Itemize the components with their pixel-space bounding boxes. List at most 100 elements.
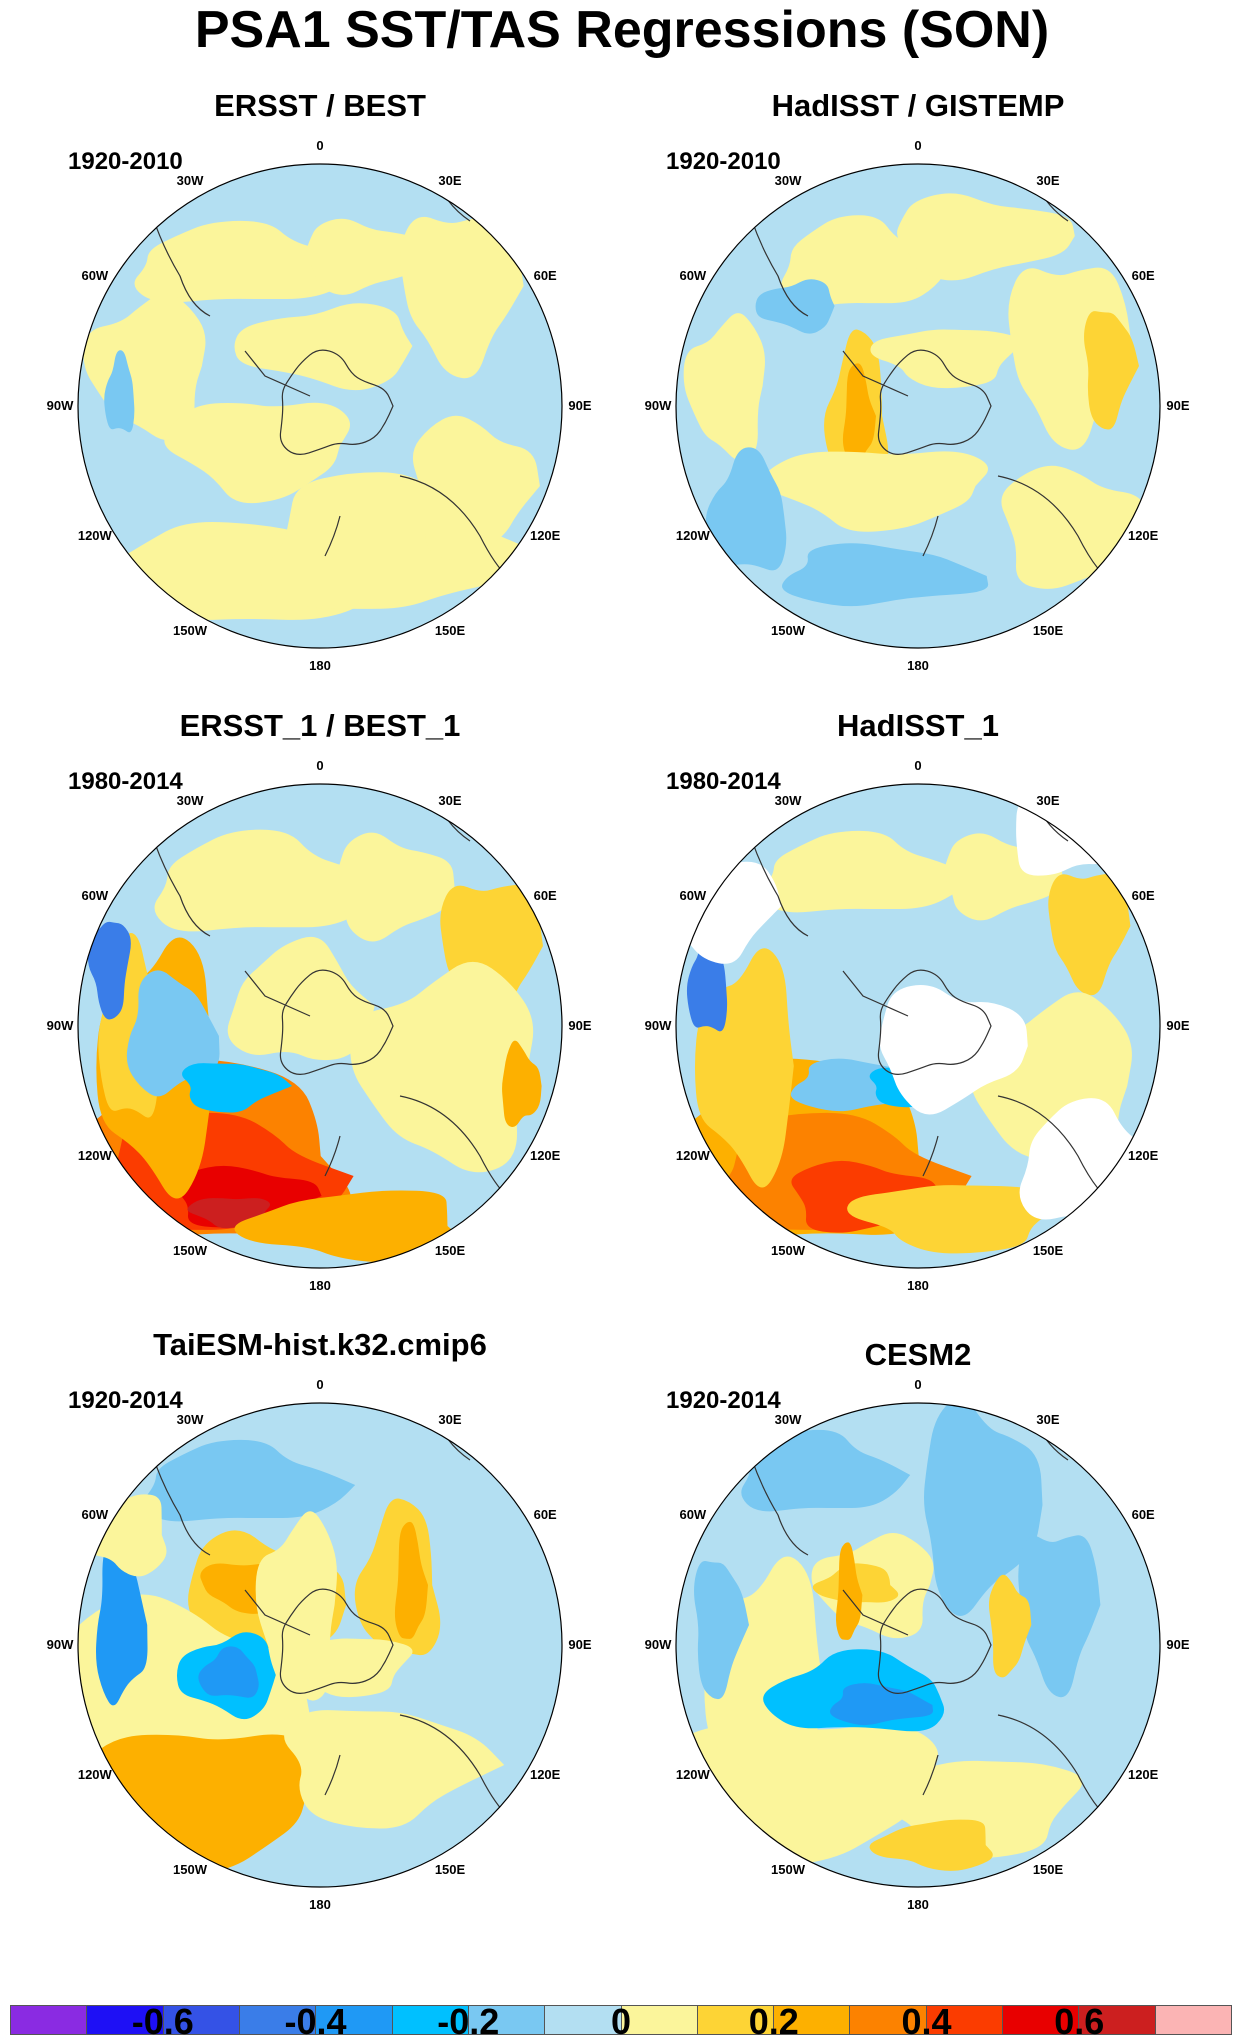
colorbar-swatch: [621, 2006, 698, 2034]
coastline: [842, 970, 909, 1017]
longitude-label: 150W: [771, 1862, 805, 1878]
colorbar-swatch: [1079, 2006, 1156, 2034]
contour-region: [897, 193, 1075, 281]
coastline: [244, 350, 311, 397]
contour-region: [305, 218, 425, 295]
longitude-label: 120W: [675, 1767, 710, 1782]
contour-region: [78, 1734, 321, 1875]
contour-region: [182, 1063, 293, 1113]
colorbar-tick-label: -0.6: [131, 2001, 194, 2042]
contour-region: [394, 1521, 428, 1639]
coastline: [279, 969, 394, 1075]
contour-region: [782, 543, 989, 607]
panel-title: TaiESM-hist.k32.cmip6: [153, 1327, 487, 1362]
coastline: [922, 1135, 939, 1177]
contour-region: [835, 1542, 863, 1640]
contour-region: [741, 1429, 911, 1512]
coastline: [842, 1589, 909, 1636]
contour-region: [1084, 311, 1139, 430]
contour-region: [284, 1710, 505, 1829]
longitude-label: 180: [907, 658, 929, 673]
period-label: 1980-2014: [666, 768, 781, 795]
longitude-label: 30W: [176, 792, 204, 808]
colorbar-swatch: [697, 2006, 775, 2034]
colorbar-tick-label: 0: [610, 2001, 632, 2042]
contour-region: [259, 472, 524, 609]
contour-region: [761, 451, 989, 532]
longitude-label: 150E: [1032, 1862, 1064, 1878]
contour-region: [104, 350, 135, 433]
longitude-label: 150E: [434, 1862, 466, 1878]
missing-data: [879, 985, 1028, 1115]
longitude-label: 30E: [1036, 792, 1060, 808]
contour-region: [144, 1439, 356, 1522]
colorbar-swatch: [774, 2006, 851, 2034]
longitude-label: 90E: [1166, 398, 1190, 413]
polar-map: [675, 783, 1161, 1269]
panel-cesm2: CESM2 1920-2014: [618, 1327, 1218, 1927]
longitude-label: 60E: [1131, 1507, 1155, 1522]
map-border: [77, 163, 563, 649]
longitude-label: 60E: [533, 888, 557, 903]
period-label: 1920-2014: [68, 1387, 183, 1414]
colorbar-swatch: [468, 2006, 546, 2034]
longitude-label: 0: [914, 1377, 922, 1392]
longitude-label: 0: [316, 1377, 324, 1392]
contour-region: [234, 1190, 461, 1263]
colorbar-swatch: [392, 2006, 469, 2034]
contour-region: [227, 936, 375, 1061]
contour-region: [842, 363, 876, 461]
field-contours: [78, 1403, 562, 1887]
longitude-label: 120W: [675, 528, 710, 543]
field-contours: [78, 784, 562, 1268]
longitude-label: 30W: [176, 1411, 204, 1427]
coastline: [922, 515, 939, 557]
longitude-label: 120W: [77, 1767, 112, 1782]
contour-region: [829, 1683, 934, 1726]
contour-region: [1018, 1535, 1101, 1698]
colorbar: [10, 2005, 1232, 2035]
contour-region: [154, 829, 387, 932]
longitude-label: 120E: [529, 1767, 561, 1782]
longitude-label: 60W: [81, 888, 109, 903]
field-contours: [676, 1403, 1160, 1887]
longitude-label: 120W: [77, 1148, 112, 1163]
map-border: [675, 783, 1161, 1269]
colorbar-tick-label: 0.6: [1054, 2001, 1105, 2042]
contour-region: [694, 1560, 749, 1700]
colorbar-tick-label: 0.2: [748, 2001, 799, 2042]
period-label: 1920-2010: [666, 148, 781, 175]
coastline: [279, 1588, 394, 1694]
contour-region: [283, 1638, 413, 1698]
contour-region: [234, 303, 413, 391]
contour-region: [705, 447, 787, 571]
longitude-label: 120E: [1127, 1148, 1159, 1163]
longitude-label: 60W: [679, 1507, 707, 1522]
contour-region: [198, 1646, 259, 1698]
panel-title: ERSST_1 / BEST_1: [179, 708, 461, 743]
map-border: [77, 783, 563, 1269]
contour-region: [1048, 873, 1131, 996]
map-border: [675, 163, 1161, 649]
contour-region: [164, 402, 351, 504]
panel-title: CESM2: [864, 1337, 972, 1372]
polar-map: [77, 1402, 563, 1888]
polar-map: [77, 783, 563, 1269]
longitude-label: 180: [309, 1278, 331, 1293]
longitude-label: 60W: [81, 268, 109, 283]
polar-map: [675, 1402, 1161, 1888]
longitude-label: 0: [316, 138, 324, 153]
longitude-label: 180: [309, 658, 331, 673]
contour-region: [502, 1040, 542, 1128]
period-label: 1980-2014: [68, 768, 183, 795]
longitude-label: 150W: [771, 1243, 805, 1259]
map-border: [77, 1402, 563, 1888]
panel-hadisst-gistemp: HadISST / GISTEMP 1920-2010: [618, 88, 1218, 688]
panel-taiesm: TaiESM-hist.k32.cmip6 1920-2014: [20, 1327, 620, 1927]
longitude-label: 30W: [774, 172, 802, 188]
longitude-label: 180: [907, 1897, 929, 1912]
longitude-label: 30W: [774, 1411, 802, 1427]
colorbar-tick-label: 0.4: [901, 2001, 952, 2042]
longitude-label: 90W: [644, 398, 672, 413]
contour-region: [134, 220, 367, 303]
